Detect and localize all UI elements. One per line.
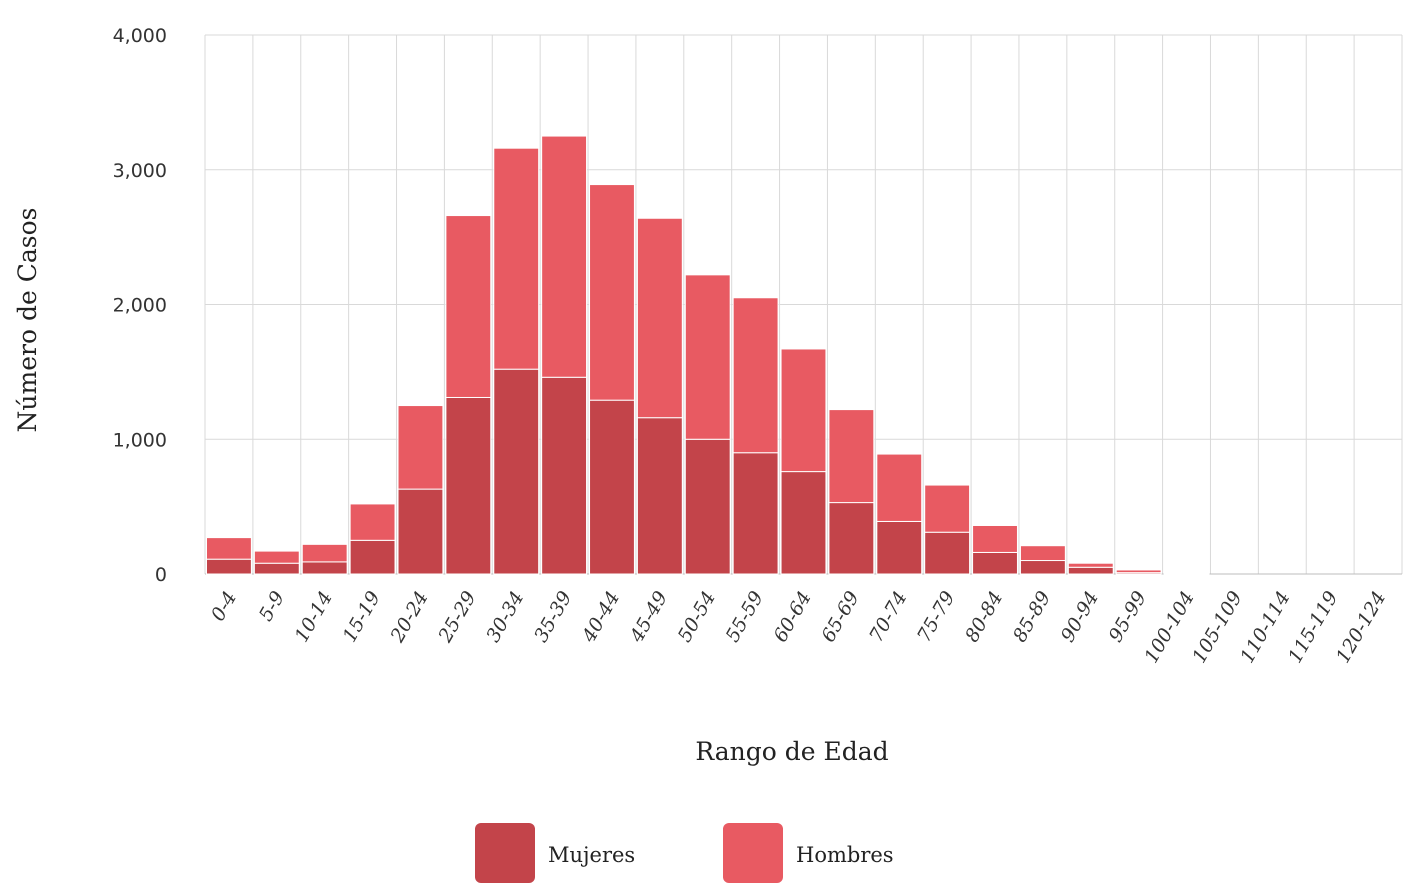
bar-hombres[interactable]	[493, 147, 540, 370]
x-tick-label: 85-89	[1009, 588, 1055, 646]
bar-hombres[interactable]	[541, 135, 588, 378]
bar-hombres[interactable]	[876, 453, 923, 522]
bar-hombres[interactable]	[1115, 569, 1162, 574]
bar-hombres[interactable]	[445, 215, 492, 398]
bar-mujeres[interactable]	[397, 488, 444, 575]
x-tick-label: 15-19	[338, 588, 384, 646]
bar-mujeres[interactable]	[732, 452, 779, 575]
bar-hombres[interactable]	[1067, 562, 1114, 568]
x-tick-label: 5-9	[255, 588, 289, 626]
x-tick-label: 80-84	[961, 588, 1007, 646]
x-axis-ticks: 0-4 5-9 10-14 15-19 20-24 25-29 30-34 35-39 40-4…	[207, 588, 1390, 667]
x-tick-label: 40-44	[577, 588, 624, 647]
bar-hombres[interactable]	[397, 405, 444, 490]
x-tick-label: 0-4	[207, 588, 241, 626]
x-tick-label: 50-54	[674, 588, 720, 646]
bar-mujeres[interactable]	[253, 562, 300, 575]
y-tick-label: 2,000	[113, 295, 167, 317]
bar-mujeres[interactable]	[684, 438, 731, 575]
bar-mujeres[interactable]	[1067, 566, 1114, 575]
bar-mujeres[interactable]	[206, 558, 252, 575]
bar-mujeres[interactable]	[301, 561, 348, 575]
bar-hombres[interactable]	[828, 409, 875, 504]
bar-mujeres[interactable]	[972, 551, 1018, 575]
bar-mujeres[interactable]	[445, 396, 492, 575]
bar-mujeres[interactable]	[924, 531, 971, 575]
x-tick-label: 45-49	[625, 588, 672, 647]
bar-hombres[interactable]	[253, 550, 300, 564]
legend: Mujeres Hombres	[475, 823, 894, 883]
bars	[206, 135, 1210, 575]
y-axis-ticks: 0 1,000 2,000 3,000 4,000	[113, 25, 167, 586]
legend-swatch	[475, 823, 535, 883]
x-tick-label: 95-99	[1105, 588, 1151, 646]
x-axis-title: Rango de Edad	[695, 737, 888, 766]
legend-label: Hombres	[796, 843, 894, 867]
legend-swatch	[723, 823, 783, 883]
bar-mujeres[interactable]	[780, 471, 827, 575]
x-tick-label: 60-64	[769, 588, 815, 646]
bar-hombres[interactable]	[780, 348, 827, 473]
legend-label: Mujeres	[548, 843, 635, 867]
bar-hombres[interactable]	[924, 484, 971, 533]
y-axis-title: Número de Casos	[13, 208, 42, 433]
grid-lines	[204, 34, 1403, 575]
bar-hombres[interactable]	[206, 537, 252, 560]
x-tick-label: 10-14	[291, 588, 337, 646]
bar-hombres[interactable]	[301, 543, 348, 563]
bar-hombres[interactable]	[684, 274, 731, 440]
bar-hombres[interactable]	[1163, 572, 1210, 575]
bar-hombres[interactable]	[972, 524, 1018, 553]
bar-mujeres[interactable]	[1019, 560, 1066, 575]
legend-item-mujeres[interactable]: Mujeres	[475, 823, 635, 883]
bar-hombres[interactable]	[589, 184, 635, 401]
bar-mujeres[interactable]	[493, 368, 540, 575]
bar-hombres[interactable]	[349, 503, 396, 541]
x-tick-label: 30-34	[482, 588, 528, 646]
bar-mujeres[interactable]	[636, 417, 683, 575]
y-tick-label: 4,000	[113, 25, 167, 47]
bar-mujeres[interactable]	[876, 520, 923, 575]
bar-mujeres[interactable]	[349, 539, 396, 575]
bar-mujeres[interactable]	[828, 502, 875, 575]
legend-item-hombres[interactable]: Hombres	[723, 823, 894, 883]
bar-hombres[interactable]	[732, 297, 779, 454]
bar-hombres[interactable]	[1019, 545, 1066, 562]
x-tick-label: 70-74	[865, 588, 911, 646]
x-tick-label: 35-39	[530, 588, 576, 646]
bar-mujeres[interactable]	[589, 399, 635, 575]
x-tick-label: 25-29	[434, 588, 481, 647]
bar-hombres[interactable]	[636, 217, 683, 419]
bar-mujeres[interactable]	[541, 376, 588, 575]
x-tick-label: 65-69	[817, 588, 863, 646]
x-tick-label: 75-79	[913, 588, 959, 646]
y-tick-label: 1,000	[113, 429, 167, 451]
x-tick-label: 20-24	[386, 588, 433, 647]
x-tick-label: 55-59	[722, 588, 768, 646]
y-tick-label: 3,000	[113, 160, 167, 182]
x-tick-label: 90-94	[1057, 588, 1103, 646]
y-tick-label: 0	[155, 564, 167, 586]
